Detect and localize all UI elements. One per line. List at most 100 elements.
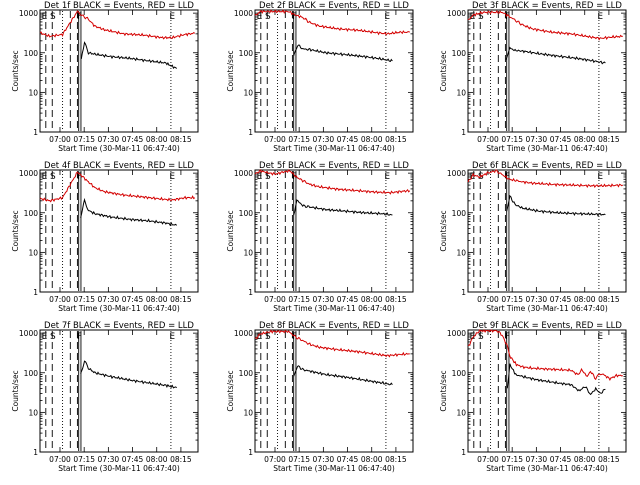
plot-frame (254, 169, 414, 293)
y-tick-label: 100 (239, 369, 254, 378)
lld-series-line (467, 169, 624, 189)
event-marker: S (478, 12, 484, 22)
events-series-line (293, 44, 393, 63)
x-tick-label: 07:15 (288, 135, 310, 144)
x-tick-label: 07:15 (73, 295, 95, 304)
event-marker: S (265, 332, 271, 342)
y-tick-label: 1 (248, 448, 253, 457)
y-tick-label: 1 (461, 128, 466, 137)
event-marker: F (77, 332, 82, 342)
chart-panel-5: Det 5f BLACK = Events, RED = LLD 1 10 100 10… (226, 161, 414, 313)
event-marker: S (50, 172, 56, 182)
event-marker: F (77, 12, 82, 22)
event-marker: F (292, 12, 297, 22)
event-marker: E (257, 12, 263, 22)
event-marker: S (478, 332, 484, 342)
y-tick-label: 1 (33, 288, 38, 297)
chart-panel-3: Det 3f BLACK = Events, RED = LLD 1 10 100 10… (439, 1, 627, 153)
y-tick-label: 10 (28, 408, 38, 417)
plot-frame (39, 169, 199, 293)
y-tick-label: 1 (33, 448, 38, 457)
event-marker: E (42, 332, 48, 342)
x-tick-label: 07:15 (288, 455, 310, 464)
chart-title: Det 5f BLACK = Events, RED = LLD (259, 161, 409, 171)
x-tick-label: 07:45 (122, 295, 144, 304)
y-tick-label: 1 (33, 128, 38, 137)
lld-series-line (254, 169, 411, 195)
event-marker: E (169, 12, 175, 22)
x-tick-label: 07:15 (501, 135, 523, 144)
x-tick-label: 07:30 (526, 455, 548, 464)
y-tick-label: 1 (248, 288, 253, 297)
x-tick-label: 07:30 (526, 135, 548, 144)
y-tick-label: 100 (239, 209, 254, 218)
x-tick-label: 08:15 (598, 135, 620, 144)
event-marker: F (292, 172, 297, 182)
events-series-line (80, 360, 177, 389)
chart-panel-7: Det 7f BLACK = Events, RED = LLD 1 10 100 10… (11, 321, 199, 473)
plot-frame (467, 329, 627, 453)
plot-frame (254, 9, 414, 133)
event-marker: E (257, 172, 263, 182)
x-tick-label: 07:45 (550, 135, 572, 144)
plot-frame (254, 329, 414, 453)
chart-title: Det 1f BLACK = Events, RED = LLD (44, 1, 194, 11)
x-tick-label: 07:00 (264, 295, 286, 304)
event-marker: F (292, 332, 297, 342)
lld-series-line (254, 329, 410, 358)
x-tick-label: 08:15 (170, 135, 192, 144)
x-tick-label: 07:15 (73, 135, 95, 144)
x-axis-label: Start Time (30-Mar-11 06:47:40) (486, 144, 608, 153)
x-tick-label: 07:45 (337, 455, 359, 464)
y-axis-label: Counts/sec (226, 50, 235, 91)
events-series-line (293, 199, 393, 216)
x-axis-label: Start Time (30-Mar-11 06:47:40) (58, 144, 180, 153)
x-tick-label: 07:00 (264, 135, 286, 144)
x-tick-label: 08:00 (361, 135, 383, 144)
event-marker: E (597, 172, 603, 182)
event-marker: S (265, 12, 271, 22)
y-tick-label: 10 (243, 248, 253, 257)
x-tick-label: 07:45 (550, 295, 572, 304)
event-marker: E (169, 172, 175, 182)
y-tick-label: 100 (24, 369, 39, 378)
y-tick-label: 10 (456, 88, 466, 97)
y-axis-label: Counts/sec (11, 210, 20, 251)
x-tick-label: 08:00 (146, 135, 168, 144)
event-marker: E (257, 332, 263, 342)
x-tick-label: 08:15 (385, 135, 407, 144)
chart-panel-8: Det 8f BLACK = Events, RED = LLD 1 10 100 10… (226, 321, 414, 473)
chart-panel-2: Det 2f BLACK = Events, RED = LLD 1 10 100 10… (226, 1, 414, 153)
x-axis-label: Start Time (30-Mar-11 06:47:40) (58, 304, 180, 313)
chart-panel-6: Det 6f BLACK = Events, RED = LLD 1 10 100 10… (439, 161, 627, 313)
x-tick-label: 07:30 (526, 295, 548, 304)
event-marker: E (384, 12, 390, 22)
y-tick-label: 100 (452, 49, 467, 58)
x-tick-label: 07:00 (49, 135, 71, 144)
event-marker: F (505, 12, 510, 22)
y-tick-label: 10 (243, 408, 253, 417)
x-tick-label: 08:15 (598, 455, 620, 464)
x-tick-label: 08:00 (574, 295, 596, 304)
event-marker: F (505, 332, 510, 342)
x-tick-label: 07:30 (98, 295, 120, 304)
event-marker: E (470, 12, 476, 22)
x-tick-label: 08:15 (385, 455, 407, 464)
lld-series-line (39, 10, 196, 40)
x-tick-label: 07:15 (288, 295, 310, 304)
y-tick-label: 1 (248, 128, 253, 137)
x-tick-label: 08:00 (574, 135, 596, 144)
x-tick-label: 07:30 (98, 135, 120, 144)
x-tick-label: 07:45 (122, 135, 144, 144)
plot-frame (39, 329, 199, 453)
chart-title: Det 2f BLACK = Events, RED = LLD (259, 1, 409, 11)
chart-title: Det 8f BLACK = Events, RED = LLD (259, 321, 409, 331)
x-axis-label: Start Time (30-Mar-11 06:47:40) (273, 464, 395, 473)
y-tick-label: 1000 (447, 329, 466, 338)
y-tick-label: 100 (239, 49, 254, 58)
x-tick-label: 07:00 (477, 295, 499, 304)
y-axis-label: Counts/sec (226, 370, 235, 411)
event-marker: E (384, 172, 390, 182)
event-marker: E (42, 12, 48, 22)
x-tick-label: 08:15 (385, 295, 407, 304)
